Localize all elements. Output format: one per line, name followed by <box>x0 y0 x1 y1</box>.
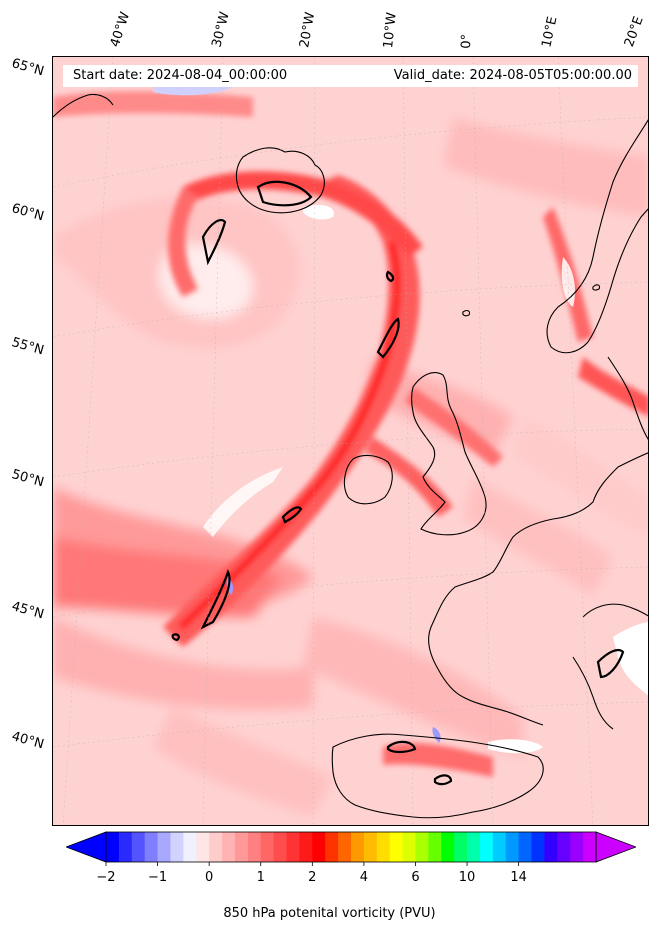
colorbar-segment <box>531 832 545 862</box>
colorbar-segment <box>402 832 416 862</box>
colorbar-segment <box>479 832 494 862</box>
colorbar-segment <box>454 832 468 862</box>
coastlines <box>53 93 648 819</box>
colorbar-segment <box>338 832 352 862</box>
lat-label-60n: 60°N <box>9 201 46 225</box>
valid-date-label: Valid_date: 2024-08-05T05:00:00.00 <box>393 68 632 83</box>
colorbar-title: 850 hPa potenital vorticity (PVU) <box>223 906 436 921</box>
colorbar-segment <box>183 832 197 862</box>
lat-label-65n: 65°N <box>9 56 46 80</box>
colorbar-segment <box>234 832 249 862</box>
colorbar-segment <box>351 832 365 862</box>
lon-label-0: 0° <box>459 33 475 49</box>
colorbar-under-arrow <box>66 831 107 863</box>
colorbar-segment <box>170 832 184 862</box>
lon-label-10w: 10°W <box>381 11 400 50</box>
lat-label-50n: 50°N <box>9 467 46 491</box>
colorbar <box>66 831 636 866</box>
colorbar-segment <box>583 832 597 862</box>
colorbar-segment <box>544 832 558 862</box>
colorbar-segment <box>273 832 288 862</box>
map-panel: Start date: 2024-08-04_00:00:00 Valid_da… <box>52 56 649 826</box>
colorbar-segment <box>441 832 455 862</box>
pv-threshold-contours <box>171 180 625 786</box>
pv-low-patches <box>153 79 648 754</box>
colorbar-segment <box>286 832 300 862</box>
date-info-bar: Start date: 2024-08-04_00:00:00 Valid_da… <box>63 65 638 87</box>
lon-label-40w: 40°W <box>107 10 134 49</box>
lat-label-40n: 40°N <box>9 729 46 753</box>
colorbar-segment <box>389 832 404 862</box>
colorbar-segment <box>260 832 275 862</box>
colorbar-segment <box>118 832 133 862</box>
colorbar-segment <box>428 832 442 862</box>
colorbar-segment <box>467 832 481 862</box>
colorbar-tick-label: 10 <box>458 870 476 885</box>
colorbar-segment <box>247 832 262 862</box>
lon-label-20w: 20°W <box>297 11 319 50</box>
colorbar-segment <box>144 832 159 862</box>
graticule <box>53 57 648 825</box>
colorbar-segment <box>325 832 339 862</box>
colorbar-segment <box>363 832 378 862</box>
colorbar-segment <box>312 832 326 862</box>
colorbar-segment <box>557 832 571 862</box>
colorbar-segment <box>492 832 507 862</box>
colorbar-tick-label: 4 <box>359 870 369 885</box>
colorbar-segment <box>570 832 584 862</box>
colorbar-over-arrow <box>595 831 636 863</box>
pv-field-map <box>53 57 648 825</box>
colorbar-segment <box>518 832 533 862</box>
start-date-label: Start date: 2024-08-04_00:00:00 <box>73 68 288 83</box>
colorbar-frame <box>105 831 597 863</box>
colorbar-tick-label: 14 <box>510 870 527 885</box>
colorbar-segment <box>299 832 313 862</box>
colorbar-segment <box>196 832 210 862</box>
colorbar-tick-label: −2 <box>96 870 116 885</box>
colorbar-segment <box>157 832 171 862</box>
lon-label-10e: 10°E <box>539 15 561 50</box>
colorbar-segment <box>222 832 236 862</box>
colorbar-segment <box>376 832 391 862</box>
colorbar-segment <box>131 832 146 862</box>
colorbar-tick-label: 0 <box>205 870 214 885</box>
colorbar-segment <box>106 832 120 862</box>
colorbar-segment <box>209 832 223 862</box>
colorbar-tick-label: 1 <box>256 870 265 885</box>
colorbar-tick-label: 2 <box>308 870 317 885</box>
lon-label-30w: 30°W <box>209 10 233 49</box>
lon-label-20e: 20°E <box>621 14 647 50</box>
lat-label-45n: 45°N <box>9 599 46 623</box>
colorbar-tick-label: −1 <box>147 870 168 885</box>
colorbar-segment <box>505 832 520 862</box>
lat-label-55n: 55°N <box>9 335 46 359</box>
colorbar-segment <box>415 832 429 862</box>
colorbar-tick-label: 6 <box>411 870 420 885</box>
